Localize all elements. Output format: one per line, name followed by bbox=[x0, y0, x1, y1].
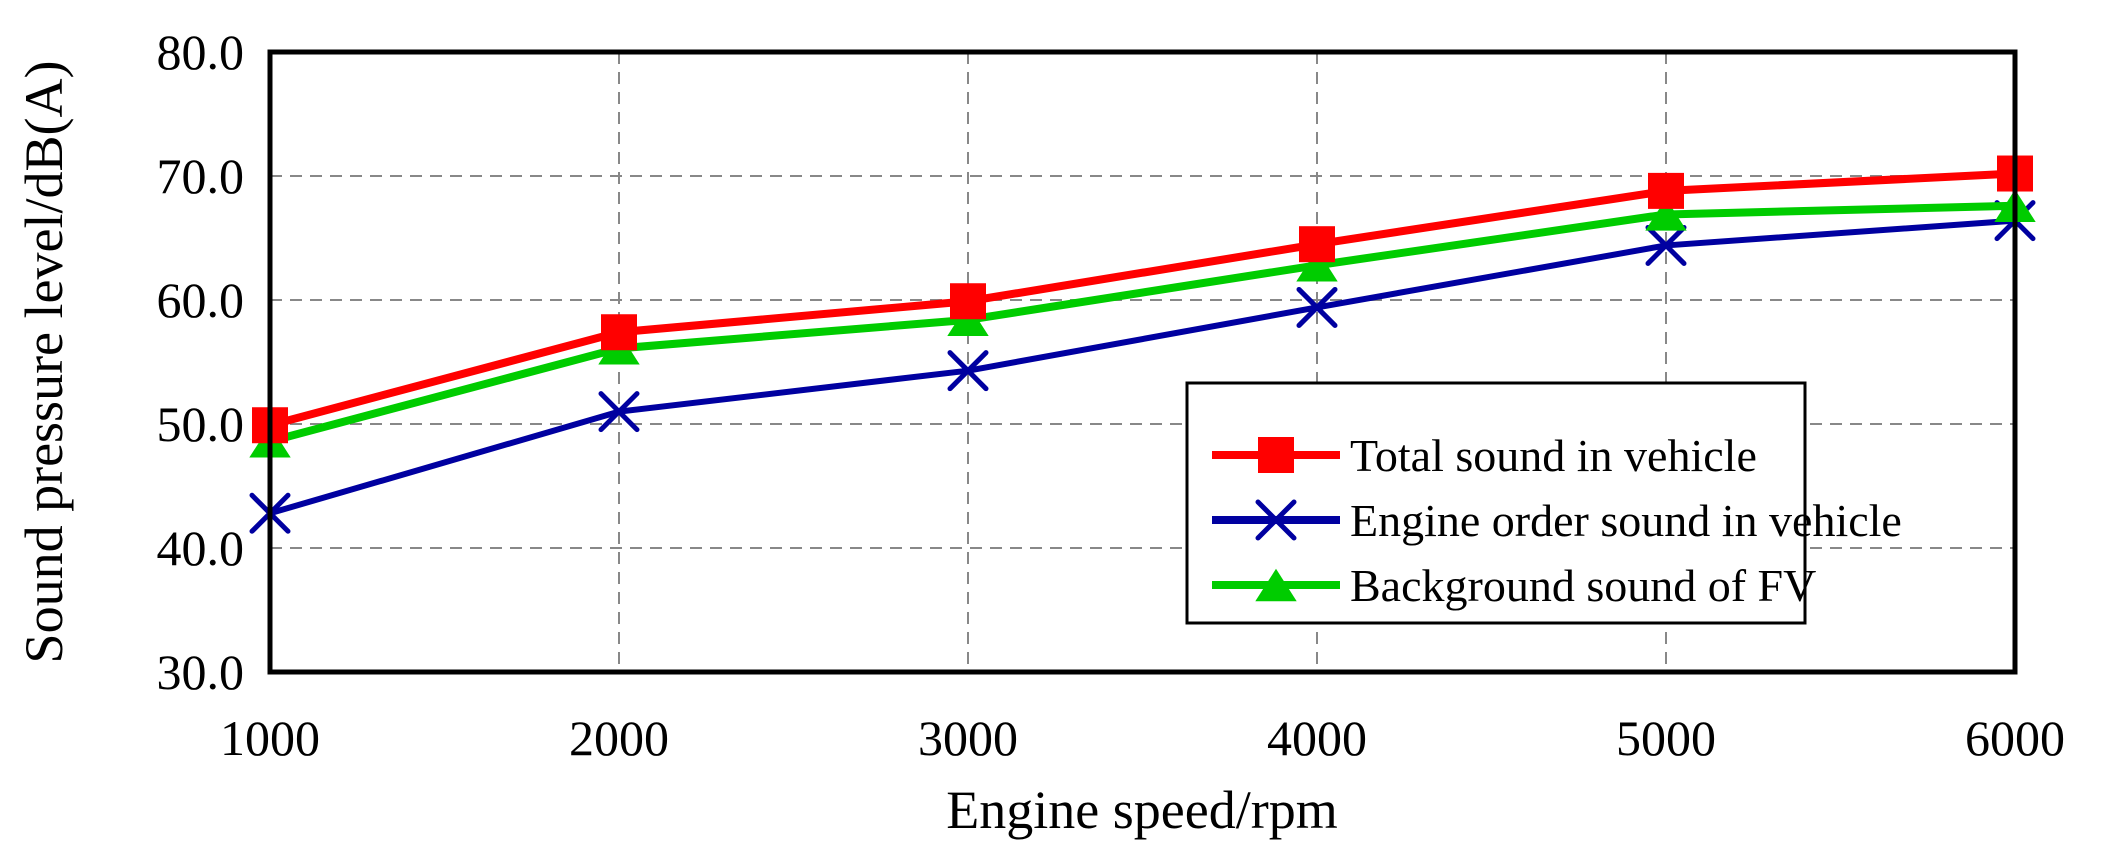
legend: Total sound in vehicle Engine order sound… bbox=[1185, 381, 1902, 625]
x-marker-stroke bbox=[1645, 224, 1687, 266]
series-layer bbox=[249, 155, 2036, 534]
y-tick-label: 70.0 bbox=[157, 148, 245, 204]
data-point bbox=[1645, 198, 1687, 231]
y-tick-label: 60.0 bbox=[157, 272, 245, 328]
data-point bbox=[947, 350, 989, 392]
y-axis-label: Sound pressure level/dB(A) bbox=[14, 61, 74, 664]
series-x bbox=[249, 200, 2036, 534]
y-tick-label: 80.0 bbox=[157, 24, 245, 80]
data-point bbox=[950, 283, 986, 320]
legend-swatch-marker bbox=[1258, 437, 1294, 473]
x-tick-label: 4000 bbox=[1267, 710, 1367, 766]
data-point bbox=[1645, 224, 1687, 266]
plot-frame bbox=[267, 49, 2018, 675]
x-marker-stroke bbox=[947, 350, 989, 392]
data-point bbox=[1648, 172, 1684, 209]
x-tick-labels: 1000 2000 3000 4000 5000 6000 bbox=[220, 710, 2065, 766]
data-point bbox=[1299, 226, 1335, 263]
x-axis-label: Engine speed/rpm bbox=[946, 780, 1337, 840]
x-marker-stroke bbox=[1255, 499, 1297, 541]
legend-label: Engine order sound in vehicle bbox=[1350, 495, 1902, 546]
series-line bbox=[269, 217, 2016, 517]
y-tick-label: 50.0 bbox=[157, 396, 245, 452]
x-marker-stroke bbox=[1296, 286, 1338, 328]
legend-label: Background sound of FV bbox=[1350, 560, 1816, 611]
legend-swatch-marker bbox=[1255, 568, 1297, 602]
series-line bbox=[268, 201, 2016, 446]
data-point bbox=[601, 314, 637, 351]
y-tick-label: 40.0 bbox=[157, 520, 245, 576]
data-point bbox=[947, 303, 989, 337]
legend-swatch-marker bbox=[1255, 499, 1297, 541]
x-tick-label: 2000 bbox=[569, 710, 669, 766]
y-tick-label: 30.0 bbox=[157, 644, 245, 700]
grid bbox=[270, 52, 2015, 672]
data-point bbox=[1296, 286, 1338, 328]
data-point bbox=[1296, 249, 1338, 282]
data-point bbox=[598, 391, 640, 433]
x-tick-label: 6000 bbox=[1965, 710, 2065, 766]
x-tick-label: 3000 bbox=[918, 710, 1018, 766]
x-tick-label: 1000 bbox=[220, 710, 320, 766]
x-marker-stroke bbox=[598, 391, 640, 433]
x-tick-label: 5000 bbox=[1616, 710, 1716, 766]
legend-label: Total sound in vehicle bbox=[1350, 430, 1757, 481]
series-line bbox=[268, 169, 2016, 430]
y-tick-labels: 30.0 40.0 50.0 60.0 70.0 80.0 bbox=[157, 24, 245, 700]
